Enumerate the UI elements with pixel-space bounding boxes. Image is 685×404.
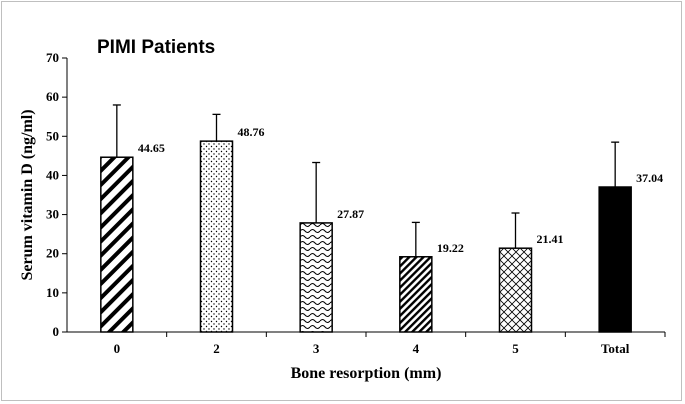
y-tick-label: 60 xyxy=(46,89,59,104)
bar-3 xyxy=(299,222,333,333)
y-tick-label: 30 xyxy=(46,207,59,222)
bar-5 xyxy=(498,247,533,333)
x-tick-label: 2 xyxy=(213,341,220,356)
plot-area: 0 10 20 30 40 50 60 70 44.65 0 48.76 2 27.87 3 19.22 4 2… xyxy=(46,50,666,356)
y-tick-label: 0 xyxy=(53,324,60,339)
y-axis-title: Serum vitamin D (ng/ml) xyxy=(19,109,36,280)
chart-title: PIMI Patients xyxy=(97,37,215,58)
bar-4 xyxy=(399,256,433,333)
y-tick-label: 10 xyxy=(46,285,59,300)
data-label: 48.76 xyxy=(238,125,265,139)
bar-total xyxy=(598,186,632,333)
data-label: 19.22 xyxy=(437,241,464,255)
y-tick-label: 40 xyxy=(46,167,59,182)
x-tick-label: 0 xyxy=(114,341,121,356)
data-label: 21.41 xyxy=(537,232,564,246)
bar-0 xyxy=(100,156,134,333)
data-label: 37.04 xyxy=(636,171,663,185)
x-tick-label: 4 xyxy=(413,341,420,356)
x-axis-title: Bone resorption (mm) xyxy=(291,365,442,382)
data-label: 27.87 xyxy=(337,207,364,221)
y-tick-label: 70 xyxy=(46,50,59,65)
x-tick-label: 5 xyxy=(512,341,519,356)
bar-2 xyxy=(199,140,234,333)
y-tick-label: 50 xyxy=(46,128,59,143)
x-tick-label: 3 xyxy=(313,341,320,356)
data-label: 44.65 xyxy=(138,141,165,155)
y-tick-label: 20 xyxy=(46,246,59,261)
x-tick-label: Total xyxy=(601,341,630,356)
